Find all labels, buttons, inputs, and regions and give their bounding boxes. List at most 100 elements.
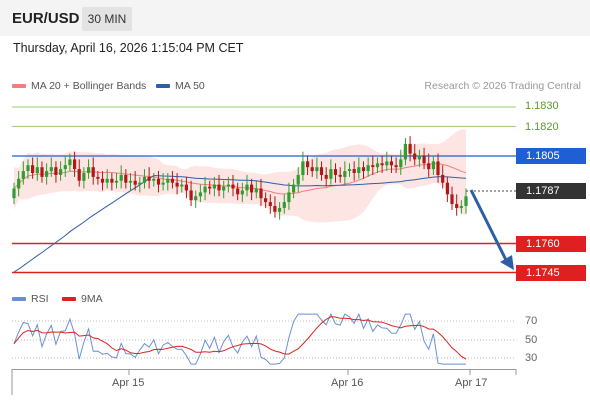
candle-body <box>170 178 174 183</box>
legend-rsi: RSI <box>12 293 49 305</box>
candle-body <box>282 202 286 208</box>
forecast-arrow-line <box>469 189 509 263</box>
candle-body <box>35 167 39 173</box>
candle-body <box>413 153 417 160</box>
candle-body <box>278 207 282 212</box>
forecast-arrow-head <box>500 255 514 270</box>
candle-body <box>403 143 407 160</box>
level-1745-tag: 1.1745 <box>516 265 586 281</box>
candle-body <box>198 192 202 197</box>
candle-body <box>296 174 300 185</box>
candle-body <box>441 174 445 183</box>
candle-body <box>245 184 249 191</box>
candle-body <box>292 184 296 193</box>
timeframe-button[interactable]: 30 MIN <box>82 7 132 31</box>
candle-body <box>306 161 310 168</box>
candle-body <box>77 169 81 181</box>
candle-body <box>445 182 449 195</box>
candle-body <box>161 182 165 185</box>
candle-body <box>259 188 263 199</box>
candle-body <box>147 176 151 181</box>
candle-body <box>366 165 370 171</box>
chart-datetime: Thursday, April 16, 2026 1:15:04 PM CET <box>13 41 244 55</box>
candle-body <box>240 190 244 195</box>
candle-body <box>417 155 421 160</box>
rsi-level-30: 30 <box>525 352 538 364</box>
legend-ma20: MA 20 + Bollinger Bands <box>12 80 146 92</box>
candle-body <box>226 184 230 187</box>
rsi-level-70: 70 <box>525 315 538 327</box>
candle-body <box>114 180 119 183</box>
candle-body <box>371 165 375 168</box>
candle-body <box>87 167 91 173</box>
credit-text: Research © 2026 Trading Central <box>424 80 581 92</box>
level-1820-label: 1.1820 <box>525 121 559 133</box>
candle-body <box>208 186 212 189</box>
candle-body <box>217 184 221 191</box>
candle-body <box>128 180 133 183</box>
candle-body <box>427 163 431 170</box>
legend-9ma: 9MA <box>62 293 103 305</box>
candle-body <box>231 184 235 189</box>
candle-body <box>324 174 328 179</box>
candle-body <box>68 159 72 166</box>
candle-body <box>357 167 361 173</box>
candle-body <box>399 159 403 168</box>
level-1805-tag: 1.1805 <box>516 148 586 164</box>
candle-body <box>166 178 170 183</box>
candle-body <box>287 192 291 203</box>
rsi-ma9-line <box>13 316 467 360</box>
candle-body <box>361 167 366 172</box>
rsi-level-50: 50 <box>525 334 538 346</box>
ma50-swatch <box>156 84 170 89</box>
candle-body <box>59 169 63 175</box>
candle-body <box>45 171 49 177</box>
level-1760-tag: 1.1760 <box>516 236 586 252</box>
candle-body <box>389 161 393 166</box>
candle-body <box>119 174 123 181</box>
candle-body <box>375 163 380 168</box>
candle-body <box>333 169 338 175</box>
candle-body <box>133 180 137 185</box>
level-1830-label: 1.1830 <box>525 100 559 112</box>
candle-body <box>63 165 67 170</box>
legend-rsi-label: RSI <box>31 293 49 305</box>
candle-body <box>142 176 147 183</box>
candle-body <box>380 163 384 166</box>
legend-ma50: MA 50 <box>156 80 205 92</box>
candle-body <box>250 184 254 193</box>
x-label-apr15: Apr 15 <box>112 377 145 389</box>
ma20-swatch <box>12 84 26 89</box>
symbol-title: EUR/USD <box>12 10 80 27</box>
candle-body <box>319 167 324 175</box>
rsi-swatch <box>12 297 26 302</box>
ma9-swatch <box>62 297 76 302</box>
candle-body <box>189 190 193 201</box>
candle-body <box>347 169 352 171</box>
x-label-apr16: Apr 16 <box>331 377 364 389</box>
candle-body <box>343 171 347 177</box>
candle-body <box>338 174 342 177</box>
candle-body <box>40 167 44 177</box>
candle-body <box>31 165 35 173</box>
rsi-line <box>13 312 466 365</box>
candle-body <box>110 178 114 183</box>
candle-body <box>236 188 240 195</box>
candle-body <box>329 169 333 179</box>
candle-body <box>254 188 258 193</box>
candle-body <box>124 174 128 183</box>
legend-ma50-label: MA 50 <box>175 80 205 92</box>
candle-body <box>301 161 305 175</box>
candle-body <box>105 178 109 183</box>
candle-body <box>180 184 184 187</box>
candle-body <box>222 186 226 191</box>
ma50-line <box>13 174 467 273</box>
candle-body <box>408 143 412 154</box>
candle-body <box>82 173 86 181</box>
candle-body <box>73 159 77 170</box>
candle-body <box>203 186 207 193</box>
candle-body <box>17 178 21 189</box>
candle-body <box>268 202 272 206</box>
candle-body <box>156 178 161 185</box>
